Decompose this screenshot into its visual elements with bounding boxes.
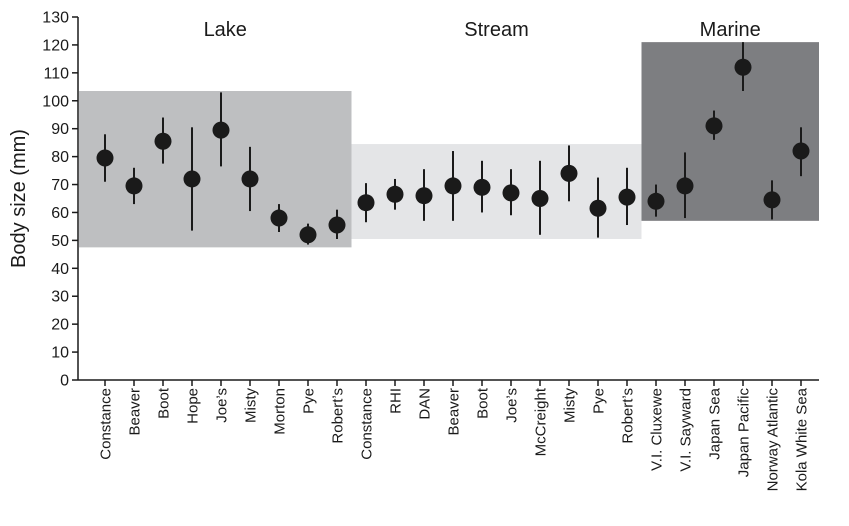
y-tick-label: 70 — [51, 177, 69, 194]
x-category-label: V.I. Cluxewe — [649, 388, 666, 471]
x-category-label: Boot — [156, 387, 173, 419]
x-category-label: Norway Atlantic — [765, 388, 782, 492]
y-tick-label: 20 — [51, 317, 69, 334]
x-category-label: Beaver — [127, 388, 144, 436]
y-tick-label: 50 — [51, 233, 69, 250]
labels-layer: Lake Stream Marine 0 10 20 30 40 50 60 70 80 90 100 11… — [8, 10, 811, 492]
group-label-stream: Stream — [464, 19, 528, 41]
x-category-label: Kola White Sea — [794, 387, 811, 491]
y-tick-label: 10 — [51, 345, 69, 362]
x-category-label: Morton — [272, 388, 289, 435]
x-category-label: Constance — [98, 388, 115, 460]
y-tick-label: 90 — [51, 121, 69, 138]
y-tick-label: 60 — [51, 205, 69, 222]
marks-layer — [96, 42, 810, 245]
x-category-label: Pye — [591, 388, 608, 414]
x-category-label: Hope — [185, 388, 202, 424]
data-point — [502, 184, 520, 202]
x-category-label: Joe’s — [504, 388, 521, 423]
x-category-label: Boot — [475, 387, 492, 419]
y-tick-label: 120 — [42, 37, 69, 54]
data-point — [415, 187, 433, 205]
data-point — [618, 188, 636, 206]
x-category-label: DAN — [417, 388, 434, 420]
y-axis-title: Body size (mm) — [8, 129, 30, 268]
y-tick-label: 40 — [51, 261, 69, 278]
x-category-label: RHI — [388, 388, 405, 414]
data-point — [647, 192, 665, 210]
data-point — [386, 185, 404, 203]
y-tick-label: 0 — [60, 373, 69, 390]
x-category-label: Japan Pacific — [736, 388, 753, 478]
x-category-label: Misty — [243, 388, 260, 423]
group-label-lake: Lake — [204, 19, 247, 41]
x-category-label: Japan Sea — [707, 387, 724, 459]
data-point — [125, 177, 143, 195]
data-point — [241, 170, 259, 188]
x-category-label: Beaver — [446, 388, 463, 436]
axes-layer — [72, 16, 819, 386]
data-point — [589, 199, 607, 217]
data-point — [531, 190, 549, 207]
group-shade-lake — [79, 90, 352, 248]
data-point — [270, 209, 288, 227]
y-tick-label: 30 — [51, 289, 69, 306]
data-point — [676, 177, 694, 195]
data-point — [734, 58, 752, 76]
x-category-label: Robert’s — [620, 388, 637, 444]
data-point — [154, 132, 172, 150]
data-point — [299, 226, 317, 244]
data-point — [560, 164, 578, 182]
x-category-label: McCreight — [533, 387, 550, 456]
data-point — [183, 170, 201, 188]
group-label-marine: Marine — [700, 19, 761, 41]
data-point — [763, 191, 781, 209]
data-point — [473, 178, 491, 196]
group-shade-marine — [641, 42, 819, 221]
data-point — [444, 177, 462, 195]
x-category-label: Robert’s — [330, 388, 347, 444]
y-tick-label: 110 — [43, 65, 69, 82]
x-category-label: Constance — [359, 388, 376, 460]
data-point — [792, 142, 810, 160]
data-point — [96, 149, 114, 167]
group-shade-layer — [79, 42, 819, 248]
data-point — [357, 194, 375, 212]
y-tick-label: 80 — [51, 149, 69, 166]
data-point — [212, 121, 230, 139]
x-category-label: Misty — [562, 388, 579, 423]
data-point — [705, 117, 723, 135]
y-tick-label: 100 — [42, 93, 69, 110]
x-category-label: Joe’s — [214, 388, 231, 423]
x-category-label: V.I. Sayward — [678, 388, 695, 472]
x-category-label: Pye — [301, 388, 318, 414]
y-tick-label: 130 — [42, 10, 69, 27]
data-point — [328, 216, 346, 234]
